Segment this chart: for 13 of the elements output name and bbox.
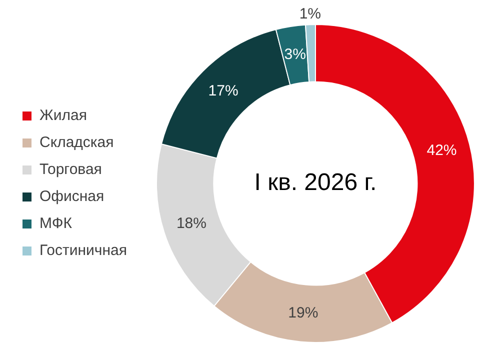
legend-label: Гостиничная	[40, 242, 127, 260]
data-label: 42%	[426, 142, 457, 160]
data-label: 1%	[299, 6, 322, 23]
legend-label: МФК	[40, 215, 72, 232]
data-label: 18%	[176, 214, 206, 232]
data-label: 19%	[288, 304, 318, 322]
legend-label: Складская	[40, 134, 114, 152]
legend-label: Жилая	[40, 107, 87, 124]
text: I кв. 2026 г.	[254, 169, 377, 196]
legend-label: Офисная	[40, 188, 104, 206]
legend-label: Торговая	[40, 161, 102, 178]
data-label: 3%	[284, 46, 306, 63]
data-label: 17%	[208, 82, 238, 100]
